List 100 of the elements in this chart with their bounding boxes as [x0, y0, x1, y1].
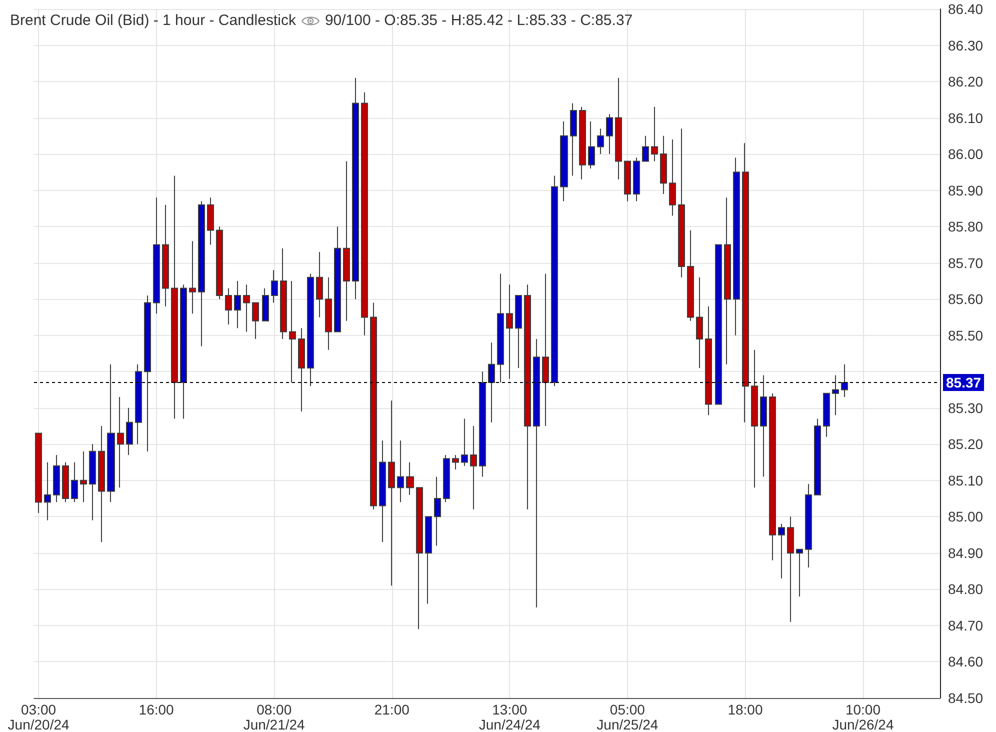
candlestick	[216, 226, 223, 300]
candlestick	[35, 432, 42, 514]
x-tick-label: 18:00	[728, 702, 763, 718]
x-tick-label: 21:00	[374, 702, 410, 718]
candlestick	[98, 426, 105, 543]
x-tick-label: 03:00 Jun/20/24	[8, 702, 70, 732]
candlestick	[769, 392, 776, 561]
y-tick-label: 86.30	[948, 37, 984, 54]
y-tick-label: 85.80	[948, 218, 984, 235]
candlestick	[506, 284, 513, 380]
candlestick	[642, 135, 649, 162]
candlestick	[787, 516, 794, 622]
x-tick-label: 10:00 Jun/26/24	[832, 702, 894, 732]
y-tick-label: 86.10	[948, 110, 984, 126]
candlestick	[633, 157, 640, 202]
candlestick	[570, 102, 577, 176]
candlestick	[397, 440, 404, 503]
candlestick	[488, 342, 495, 423]
candlestick	[416, 487, 423, 630]
chart-title: Brent Crude Oil (Bid) - 1 hour - Candlestick	[10, 12, 296, 29]
candlestick	[715, 244, 722, 405]
candlestick	[660, 135, 667, 194]
candlestick	[443, 454, 450, 503]
candlestick	[814, 418, 821, 496]
candlestick	[733, 157, 740, 336]
candlestick	[542, 273, 549, 427]
candlestick	[551, 175, 558, 387]
candlestick	[62, 462, 69, 503]
candlestick	[624, 160, 631, 202]
chart-subtitle: 90/100 - O:85.35 - H:85.42 - L:85.33 - C:85.37	[324, 12, 633, 29]
candlestick	[724, 197, 731, 365]
candlestick	[497, 273, 504, 384]
x-tick-label: 08:00 Jun/21/24	[243, 702, 306, 732]
candlestick	[71, 462, 78, 503]
y-tick-label: 84.80	[948, 581, 984, 598]
candlestick	[107, 364, 115, 503]
candlestick	[80, 450, 87, 503]
candlestick	[705, 306, 712, 416]
y-tick-label: 84.50	[948, 690, 984, 706]
candlestick	[434, 476, 441, 546]
y-tick-label: 85.60	[948, 291, 984, 308]
y-tick-label: 84.90	[948, 544, 984, 561]
candlestick	[687, 230, 694, 322]
candlestick	[479, 371, 486, 478]
x-tick-label: 13:00 Jun/24/24	[478, 702, 541, 732]
x-tick-label: 05:00 Jun/25/24	[596, 702, 658, 732]
candlestick	[560, 120, 568, 202]
y-tick-label: 85.90	[948, 182, 984, 198]
candlestick	[316, 251, 323, 318]
candlestick	[533, 338, 540, 608]
candlestick	[823, 392, 830, 438]
candlestick	[207, 197, 214, 246]
candlestick	[588, 120, 595, 170]
candlestick	[280, 248, 287, 340]
candlestick	[198, 200, 205, 347]
candlestick	[117, 396, 124, 488]
y-tick-label: 86.20	[948, 74, 984, 90]
candlestick	[832, 374, 839, 416]
y-tick-label: 85.10	[948, 472, 984, 488]
candlestick	[597, 128, 604, 155]
y-tick-label: 85.70	[948, 254, 984, 271]
candlestick	[153, 197, 160, 314]
candlestick	[225, 288, 232, 325]
candlestick	[515, 294, 522, 369]
candlestick	[379, 440, 386, 543]
candlestick	[370, 302, 377, 510]
candlestick	[298, 328, 305, 412]
candlestick	[271, 270, 278, 304]
y-tick-label: 86.40	[948, 1, 984, 17]
candlestick	[425, 516, 432, 604]
candlestick	[171, 175, 178, 420]
y-tick-label: 84.60	[948, 654, 984, 670]
candlestick	[189, 240, 196, 314]
candlestick	[180, 284, 187, 420]
candlestick	[796, 548, 803, 597]
candlestick	[606, 114, 613, 155]
candlestick	[678, 128, 685, 278]
candlestick	[53, 454, 60, 503]
y-tick-label: 85.20	[948, 436, 984, 452]
candlestick	[243, 284, 250, 332]
candlestick	[778, 523, 785, 579]
x-tick-label: 16:00	[138, 702, 174, 718]
y-tick-label: 85.30	[948, 400, 984, 416]
candlestick	[615, 77, 622, 180]
candlestick	[696, 276, 703, 369]
candlestick	[307, 273, 314, 387]
candlestick	[126, 407, 133, 456]
candlestick	[162, 204, 169, 307]
candlestick	[289, 280, 296, 384]
y-tick-label: 85.50	[948, 327, 984, 344]
candlestick	[452, 454, 459, 470]
y-tick-label: 85.00	[948, 508, 984, 525]
candlestick	[352, 77, 359, 300]
candlestick	[805, 484, 812, 568]
candlestick	[651, 106, 658, 162]
candlestick	[461, 418, 468, 466]
candlestick	[135, 364, 142, 445]
candlestick	[343, 160, 350, 322]
candlestick	[406, 462, 414, 496]
candlestick	[334, 226, 341, 332]
